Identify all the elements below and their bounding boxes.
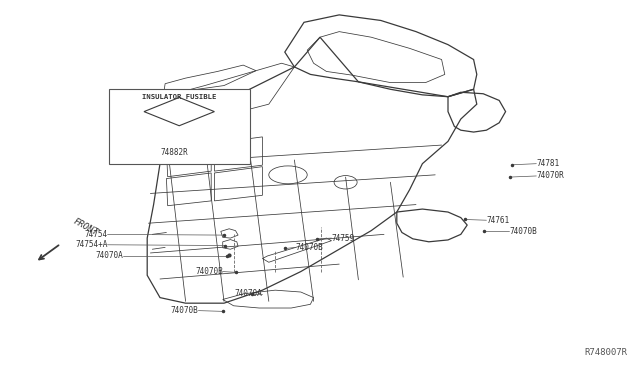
Text: 74070A: 74070A [95,251,123,260]
Text: 74754: 74754 [84,230,108,239]
Text: 74761: 74761 [486,216,509,225]
Text: 74882R: 74882R [160,148,188,157]
Text: FRONT: FRONT [72,217,100,237]
Text: 74070A: 74070A [235,289,262,298]
Text: 74781: 74781 [536,159,559,168]
Text: 74070B: 74070B [509,227,537,236]
Text: 74070B: 74070B [195,267,223,276]
Text: INSULATOR FUSIBLE: INSULATOR FUSIBLE [142,94,216,100]
Text: 74759: 74759 [332,234,355,243]
Bar [109,89,250,164]
Text: R748007R: R748007R [584,348,627,357]
Text: 74070R: 74070R [536,171,564,180]
Text: 74070B: 74070B [296,243,323,252]
Text: 74070B: 74070B [171,306,198,315]
Text: 74754+A: 74754+A [75,240,108,249]
